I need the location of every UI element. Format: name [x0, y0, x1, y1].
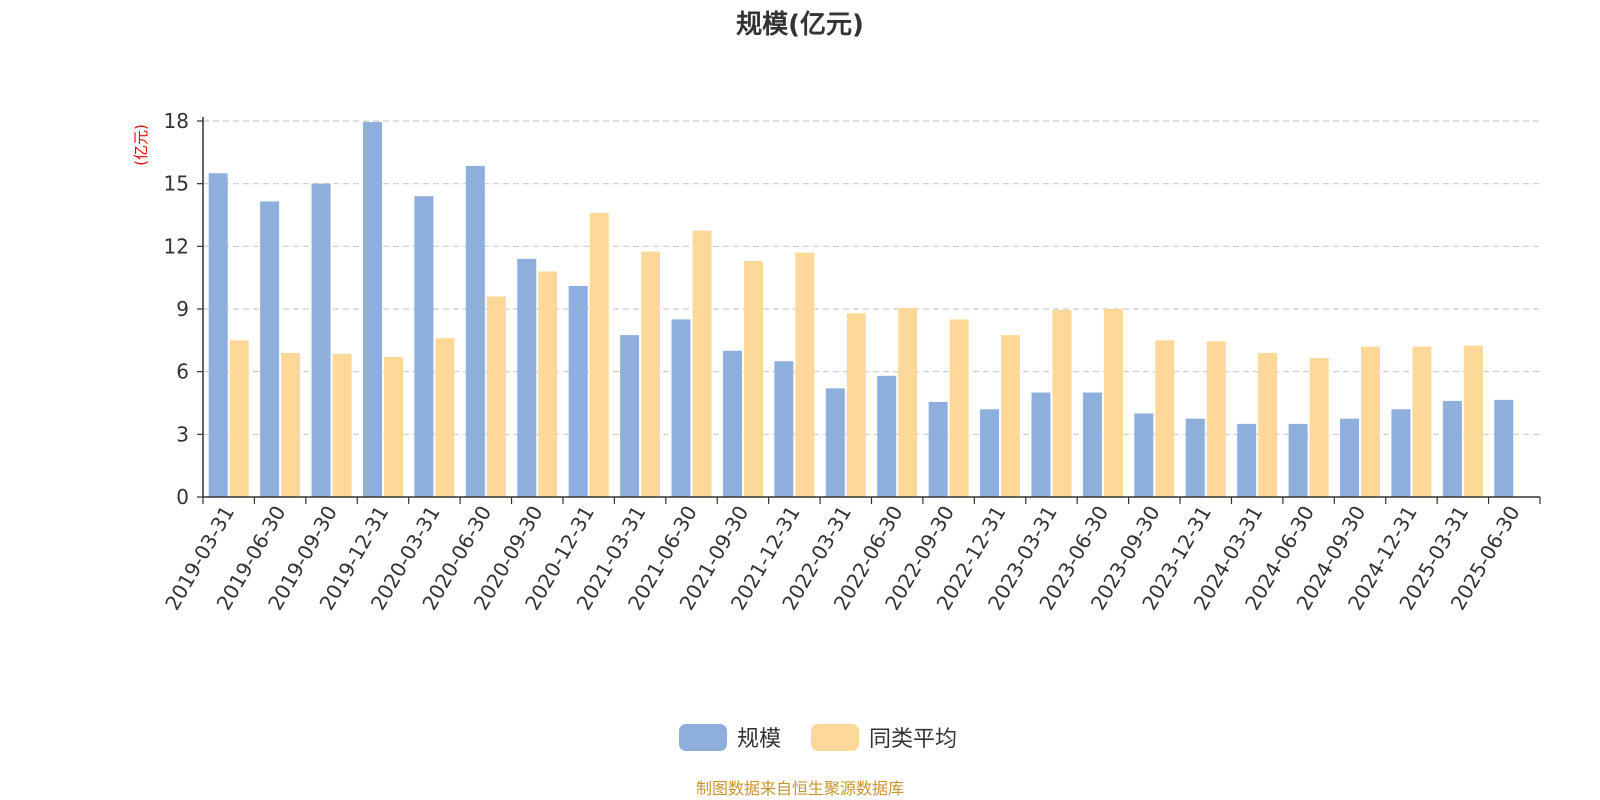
- bar-peer-average[interactable]: [1052, 310, 1072, 497]
- bar-peer-average[interactable]: [1258, 352, 1278, 497]
- bar-peer-average[interactable]: [1412, 346, 1432, 497]
- gridlines: [203, 120, 1540, 435]
- bar-scale[interactable]: [1391, 409, 1411, 497]
- bar-scale[interactable]: [568, 286, 588, 497]
- bars: [208, 122, 1514, 498]
- y-tick-label: 18: [164, 109, 189, 133]
- bar-scale[interactable]: [1134, 413, 1154, 497]
- y-tick-label: 3: [176, 422, 189, 446]
- bar-peer-average[interactable]: [1155, 340, 1175, 497]
- bar-scale[interactable]: [774, 361, 794, 497]
- legend[interactable]: 规模 同类平均: [679, 724, 957, 752]
- bar-peer-average[interactable]: [383, 357, 403, 497]
- bar-peer-average[interactable]: [949, 319, 969, 497]
- bar-peer-average[interactable]: [1103, 309, 1123, 497]
- bar-scale[interactable]: [671, 319, 691, 497]
- legend-label-peer-average[interactable]: 同类平均: [869, 727, 957, 752]
- chart-title: 规模(亿元): [736, 10, 864, 40]
- y-tick-label: 9: [176, 297, 189, 321]
- bar-scale[interactable]: [1237, 423, 1257, 497]
- bar-scale[interactable]: [311, 183, 331, 497]
- bar-scale[interactable]: [877, 375, 897, 497]
- legend-swatch-scale[interactable]: [679, 724, 727, 751]
- bar-scale[interactable]: [722, 350, 742, 497]
- bar-scale[interactable]: [1288, 423, 1308, 497]
- bar-scale[interactable]: [1031, 392, 1051, 497]
- bar-peer-average[interactable]: [641, 251, 661, 497]
- bar-peer-average[interactable]: [846, 313, 866, 497]
- bar-peer-average[interactable]: [692, 230, 712, 497]
- bar-scale[interactable]: [620, 335, 640, 497]
- bar-scale[interactable]: [260, 201, 280, 497]
- y-tick-label: 0: [176, 485, 189, 509]
- data-source-note: 制图数据来自恒生聚源数据库: [696, 779, 904, 798]
- bar-scale[interactable]: [980, 409, 1000, 497]
- bar-peer-average[interactable]: [229, 340, 249, 497]
- bar-peer-average[interactable]: [332, 353, 352, 497]
- bar-peer-average[interactable]: [1206, 341, 1226, 497]
- bar-peer-average[interactable]: [1463, 345, 1483, 497]
- bar-peer-average[interactable]: [538, 271, 558, 497]
- bar-peer-average[interactable]: [795, 252, 815, 497]
- y-tick-label: 15: [164, 172, 189, 196]
- bar-scale[interactable]: [362, 122, 382, 498]
- bar-scale[interactable]: [414, 196, 434, 497]
- bar-peer-average[interactable]: [281, 352, 301, 497]
- bar-peer-average[interactable]: [898, 307, 918, 497]
- bar-scale[interactable]: [1340, 418, 1360, 497]
- y-tick-label: 6: [176, 360, 189, 384]
- bar-scale[interactable]: [928, 401, 948, 497]
- bar-peer-average[interactable]: [1309, 358, 1329, 497]
- legend-label-scale[interactable]: 规模: [737, 727, 781, 752]
- bar-peer-average[interactable]: [589, 212, 609, 497]
- bar-peer-average[interactable]: [1361, 346, 1381, 497]
- y-axis-unit-label: (亿元): [132, 124, 150, 166]
- bar-peer-average[interactable]: [1001, 335, 1021, 497]
- bar-scale[interactable]: [825, 388, 845, 497]
- y-tick-label: 12: [164, 234, 189, 258]
- bar-peer-average[interactable]: [435, 338, 455, 497]
- bar-scale[interactable]: [1082, 392, 1102, 497]
- bar-peer-average[interactable]: [486, 296, 506, 497]
- bar-peer-average[interactable]: [743, 260, 763, 497]
- bar-scale[interactable]: [465, 165, 485, 497]
- bar-scale[interactable]: [1442, 400, 1462, 497]
- bar-scale[interactable]: [1185, 418, 1205, 497]
- legend-swatch-peer-average[interactable]: [811, 724, 859, 751]
- bar-scale[interactable]: [1494, 399, 1514, 497]
- bar-scale[interactable]: [208, 173, 228, 497]
- bar-scale[interactable]: [517, 258, 537, 497]
